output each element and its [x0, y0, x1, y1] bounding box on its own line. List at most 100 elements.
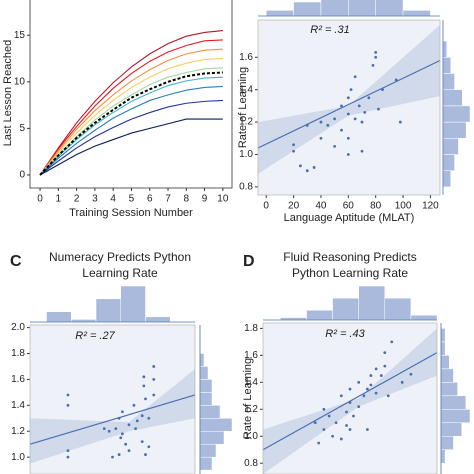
point [363, 110, 367, 114]
x-tick-label: 5 [129, 194, 135, 205]
point [353, 117, 357, 121]
y-tick-label: 1.2 [11, 426, 25, 437]
point [357, 405, 361, 408]
point [366, 387, 369, 391]
x-hist-bar [332, 297, 359, 321]
x-hist-bar [265, 10, 294, 17]
panel-title: Python Learning Rate [292, 266, 408, 280]
x-tick-label: 10 [217, 194, 229, 205]
point [345, 410, 348, 414]
point [319, 120, 323, 124]
y-tick-label: 1.6 [239, 52, 253, 63]
point [374, 367, 378, 371]
panel-title: Learning Rate [82, 266, 158, 280]
point [317, 441, 321, 445]
x-tick-label: 100 [395, 201, 412, 212]
point [142, 375, 146, 379]
point [322, 407, 326, 411]
point [333, 144, 337, 148]
y-tick-label: 1.6 [244, 350, 258, 361]
x-tick-label: 0 [37, 194, 43, 205]
point [117, 453, 121, 456]
y-tick-label: 0 [19, 170, 25, 181]
point [357, 104, 361, 108]
y-hist-bar [199, 353, 205, 367]
y-hist-bar [442, 121, 467, 139]
point [135, 419, 139, 423]
y-axis-title: Rate of Learning [242, 358, 254, 439]
point [319, 136, 323, 140]
point [348, 401, 352, 404]
y-hist-bar [440, 341, 446, 356]
point [142, 384, 146, 388]
point [390, 340, 394, 344]
panel-title: Numeracy Predicts Python [49, 250, 191, 264]
x-tick-label: 4 [110, 194, 116, 205]
point [66, 403, 70, 407]
x-hist-bar [348, 0, 376, 17]
series-line [39, 76, 223, 176]
point [369, 383, 373, 387]
fit-line [29, 394, 196, 445]
y-hist-bar [199, 430, 225, 445]
point [121, 410, 124, 414]
point [305, 169, 309, 173]
x-tick-label: 1 [56, 194, 62, 205]
point [352, 414, 355, 418]
point [409, 372, 413, 376]
x-axis-title: Training Session Number [69, 207, 193, 219]
y-tick-label: 0.8 [239, 182, 253, 193]
x-tick-label: 3 [92, 194, 98, 205]
y-tick-label: 1.4 [11, 400, 25, 411]
x-tick-label: 0 [263, 201, 269, 212]
x-tick-label: 80 [370, 201, 382, 212]
x-hist-bar [145, 316, 171, 323]
x-tick-label: 60 [343, 201, 355, 212]
point [140, 414, 144, 418]
y-hist-bar [199, 379, 213, 393]
plot-frame [257, 19, 441, 196]
point [292, 143, 295, 147]
plot-frame [29, 324, 196, 474]
confidence-band [30, 369, 195, 464]
point [340, 128, 343, 132]
y-axis-title: Last Lesson Reached [2, 40, 14, 146]
y-tick-label: 1.4 [244, 377, 258, 388]
point [322, 428, 326, 431]
point [66, 449, 70, 453]
y-tick-label: 1.0 [11, 452, 25, 463]
point [339, 394, 343, 398]
point [127, 423, 131, 427]
x-tick-label: 20 [288, 201, 300, 212]
y-hist-bar [442, 73, 455, 90]
point [348, 428, 352, 431]
point [339, 437, 343, 441]
point [107, 429, 111, 433]
point [360, 149, 364, 153]
point [366, 428, 369, 431]
x-hist-bar [384, 297, 412, 321]
x-axis-title: Language Aptitude (MLAT) [284, 212, 415, 224]
y-hist-bar [440, 422, 462, 437]
y-hist-bar [440, 328, 446, 343]
y-hist-bar [199, 392, 213, 406]
point [383, 351, 387, 355]
point [140, 440, 144, 444]
panel-title: Fluid Reasoning Predicts [283, 250, 416, 264]
point [353, 75, 357, 79]
y-hist-bar [442, 170, 451, 188]
point [374, 51, 378, 54]
y-tick-label: 2.0 [11, 322, 25, 333]
y-tick-label: 1.0 [239, 149, 253, 160]
point [400, 380, 404, 384]
panel-label: C [10, 253, 22, 270]
point [345, 424, 348, 427]
point [121, 432, 124, 436]
point [117, 416, 121, 420]
x-tick-label: 9 [202, 194, 208, 205]
y-hist-bar [440, 368, 454, 383]
series-line [39, 57, 223, 176]
x-hist-bar [320, 0, 349, 17]
point [147, 445, 151, 449]
point [152, 365, 156, 368]
